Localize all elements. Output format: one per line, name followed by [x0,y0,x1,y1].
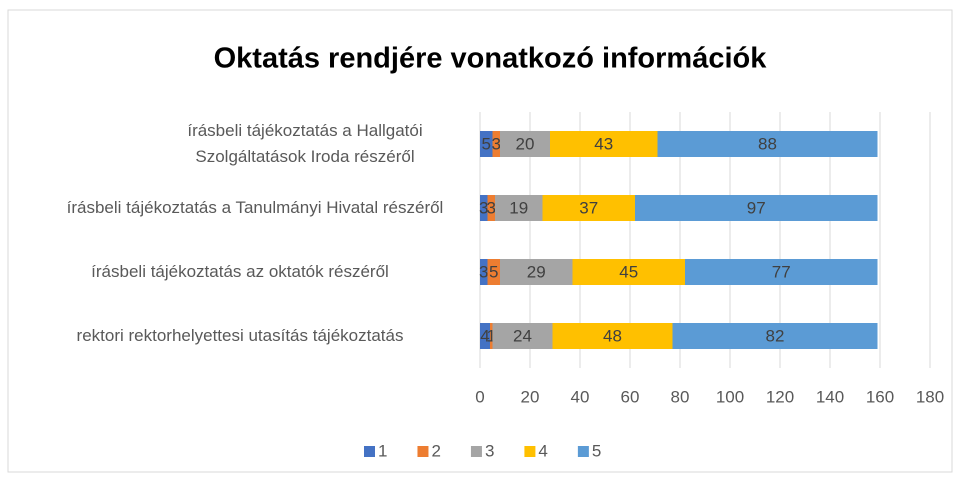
bar-segment [542,195,635,221]
data-label: 48 [603,326,622,345]
bar-segment [657,131,878,157]
x-tick-label: 160 [866,387,894,406]
bar-segment [480,323,490,349]
legend-swatch [524,446,536,457]
x-tick-label: 80 [671,387,690,406]
legend-label: 2 [431,441,440,460]
chart-title: Oktatás rendjére vonatkozó információk [214,43,768,75]
bar-segment [572,259,685,285]
bar-segment [492,131,500,157]
legend-label: 3 [485,441,494,460]
data-label: 77 [772,262,791,281]
bar-segment [635,195,878,221]
bar-segment [480,259,488,285]
bar-segment [480,131,493,157]
data-label: 3 [492,134,501,153]
x-tick-label: 20 [521,387,540,406]
data-label: 5 [489,262,498,281]
data-label: 1 [487,326,496,345]
data-label: 3 [487,198,496,217]
x-tick-label: 60 [621,387,640,406]
data-label: 3 [479,198,488,217]
data-label: 19 [509,198,528,217]
data-label: 97 [747,198,766,217]
data-label: 29 [527,262,546,281]
legend-label: 1 [378,441,387,460]
data-label: 37 [579,198,598,217]
bar-segment [685,259,878,285]
bar-segment [490,323,493,349]
data-label: 45 [619,262,638,281]
bar-segment [500,131,550,157]
x-tick-label: 40 [571,387,590,406]
data-label: 20 [516,134,535,153]
bar-segment [480,195,488,221]
legend-swatch [364,446,375,457]
legend-swatch [470,446,482,457]
y-tick-label: írásbeli tájékoztatás az oktatók részérő… [91,262,389,281]
legend-swatch [417,446,429,457]
data-label: 3 [479,262,488,281]
y-tick-label: rektori rektorhelyettesi utasítás tájéko… [76,326,404,345]
legend-label: 4 [538,441,547,460]
x-tick-label: 0 [475,387,484,406]
x-tick-label: 120 [766,387,794,406]
data-label: 43 [594,134,613,153]
y-tick-label: írásbeli tájékoztatás a Hallgatói Szolgá… [187,121,423,166]
bar-segment [495,195,543,221]
data-label: 82 [766,326,785,345]
x-tick-label: 180 [916,387,944,406]
x-tick-label: 140 [816,387,844,406]
bar-segment [492,323,553,349]
bar-segment [487,195,495,221]
y-tick-label: írásbeli tájékoztatás a Tanulmányi Hivat… [66,198,444,217]
legend-swatch [577,446,589,457]
bar-segment [552,323,673,349]
bar-segment [550,131,658,157]
data-label: 5 [482,134,491,153]
x-tick-label: 100 [716,387,744,406]
data-label: 24 [513,326,532,345]
bar-segment [487,259,500,285]
data-label: 4 [480,326,489,345]
bar-segment [672,323,878,349]
data-label: 88 [758,134,777,153]
legend-label: 5 [592,441,601,460]
bar-segment [500,259,573,285]
